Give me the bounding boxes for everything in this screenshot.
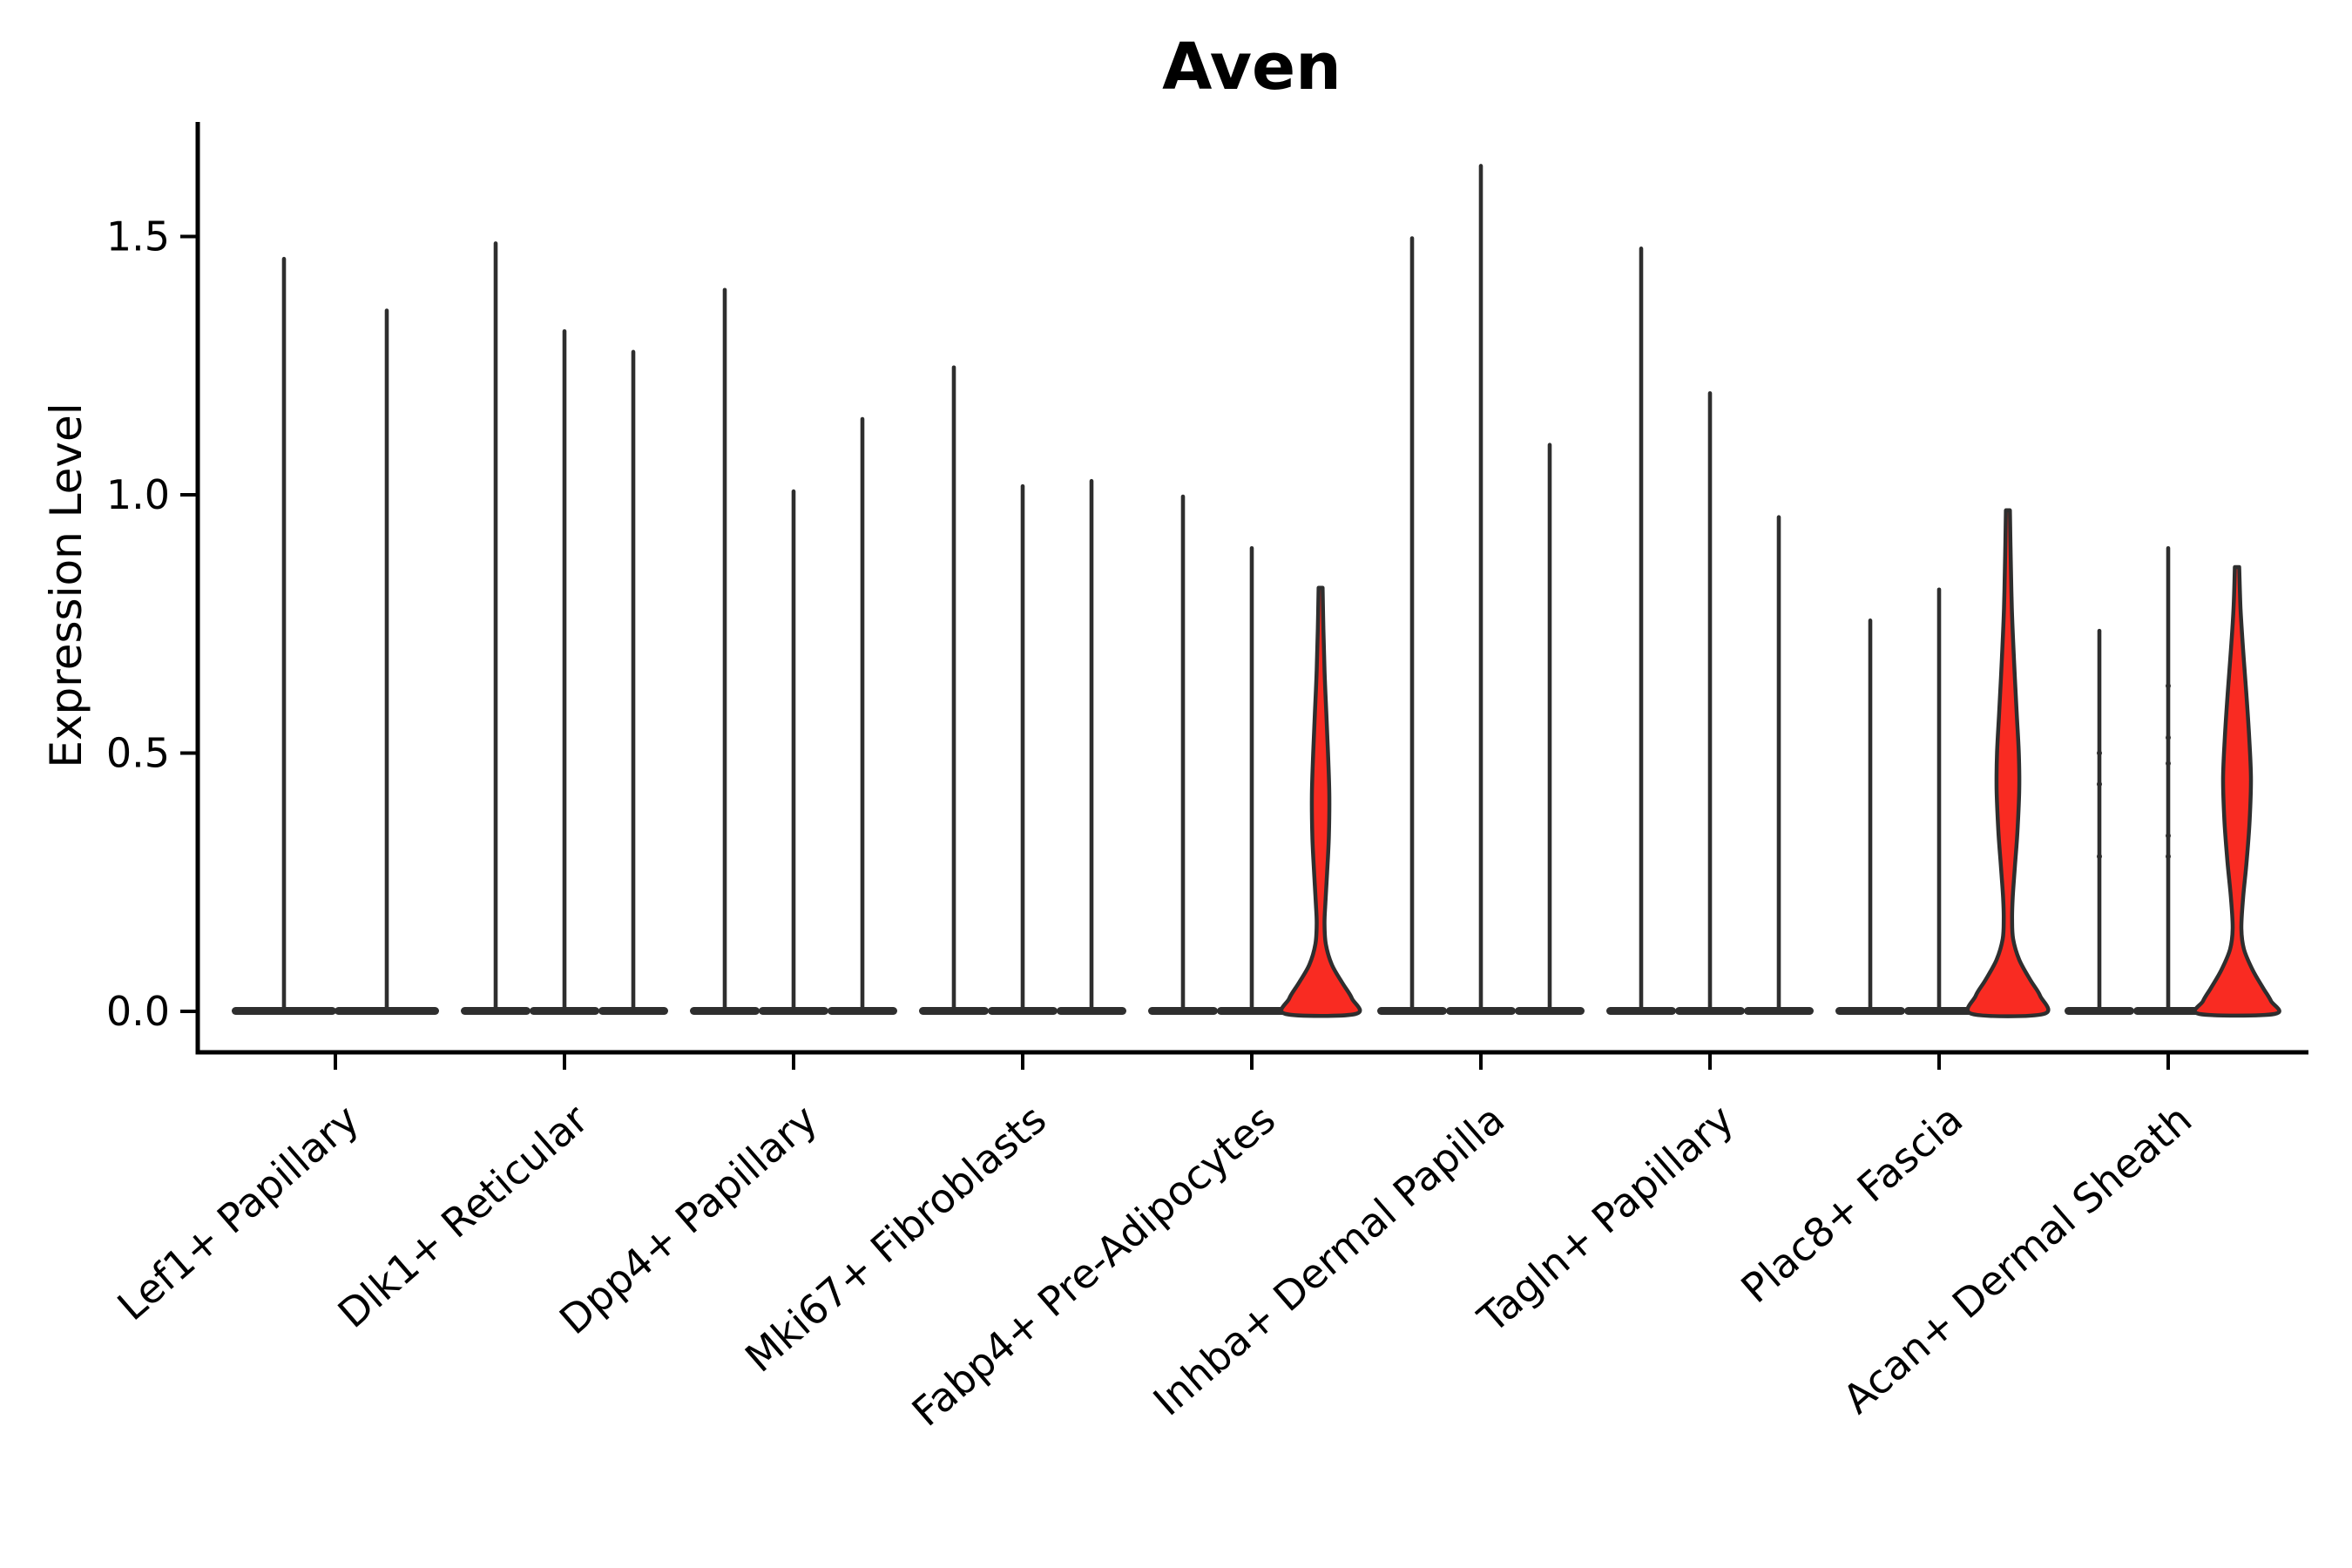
violin-4-1-base: [1217, 1007, 1287, 1015]
violin-8-1-dot-3: [2166, 833, 2171, 839]
violin-0-0-base: [232, 1007, 336, 1015]
violin-6-1-base: [1675, 1007, 1745, 1015]
violin-8-1-dot-4: [2166, 854, 2171, 860]
violin-7-0-base: [1835, 1007, 1905, 1015]
violin-8-1-dot-1: [2166, 734, 2171, 740]
violin-3-2-base: [1057, 1007, 1126, 1015]
violin-6-0-base: [1606, 1007, 1676, 1015]
x-tick-label-0: Lef1+ Papillary: [109, 1096, 368, 1330]
violin-4-2-highlighted: [1279, 585, 1362, 1018]
violin-8-1-dot-2: [2166, 760, 2171, 767]
violin-2-1-base: [759, 1007, 828, 1015]
violin-8-1-base: [2133, 1007, 2203, 1015]
violin-5-2-base: [1515, 1007, 1585, 1015]
violin-3-0-base: [919, 1007, 989, 1015]
violin-1-2-base: [598, 1007, 668, 1015]
violin-6-2-base: [1744, 1007, 1814, 1015]
violin-4-0-base: [1148, 1007, 1218, 1015]
violin-2-2-base: [828, 1007, 897, 1015]
violin-1-0-base: [461, 1007, 531, 1015]
violin-8-2-highlighted: [2193, 564, 2281, 1018]
chart-title: Aven: [1162, 30, 1342, 105]
violin-1-1-base: [530, 1007, 599, 1015]
violin-8-0-dot-2: [2097, 854, 2102, 860]
violin-5-1-base: [1446, 1007, 1516, 1015]
violin-2-0-base: [690, 1007, 760, 1015]
violin-8-1-dot-0: [2166, 683, 2171, 689]
violin-8-0-dot-1: [2097, 781, 2102, 787]
y-tick-label-3: 1.5: [106, 213, 170, 260]
violin-7-1-base: [1904, 1007, 1974, 1015]
y-tick-label-1: 0.5: [106, 730, 170, 777]
violin-3-1-base: [988, 1007, 1058, 1015]
violin-5-0-base: [1377, 1007, 1447, 1015]
y-tick-label-0: 0.0: [106, 988, 170, 1035]
x-tick-label-7: Plac8+ Fascia: [1732, 1096, 1971, 1313]
violin-8-0-dot-0: [2097, 750, 2102, 756]
violin-8-0-base: [2065, 1007, 2134, 1015]
x-tick-label-1: Dlk1+ Reticular: [329, 1095, 598, 1336]
violin-0-1-base: [335, 1007, 439, 1015]
violin-7-2-highlighted: [1965, 508, 2051, 1018]
x-tick-label-4: Fabp4+ Pre-Adipocytes: [903, 1096, 1285, 1436]
y-tick-label-2: 1.0: [106, 471, 170, 518]
